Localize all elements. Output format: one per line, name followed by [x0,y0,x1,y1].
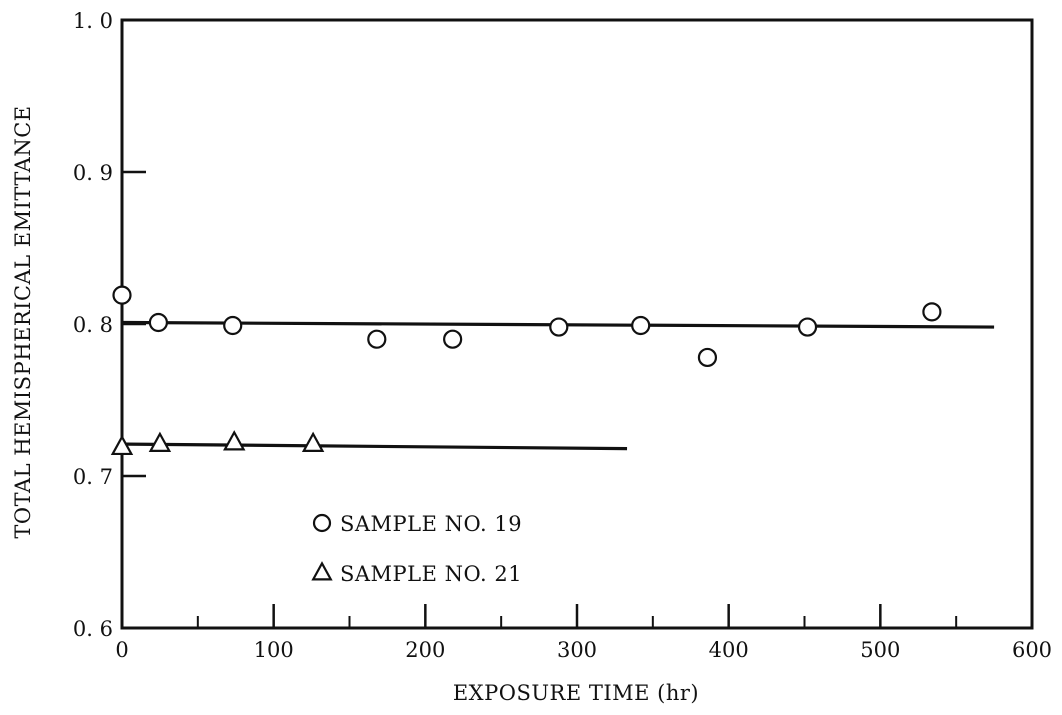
axis-ticks: 0 100 200 300 400 500 600 0. 6 0. 7 0. 8 0. 9 1. 0 [73,9,1052,662]
circle-point [797,317,818,337]
x-tick-label: 400 [709,638,749,662]
circle-point [697,347,718,368]
circle-point [549,317,569,337]
circle-point [112,285,132,305]
x-tick-label: 600 [1012,638,1052,662]
x-axis-title: EXPOSURE TIME (hr) [453,681,699,705]
legend-triangle-marker [311,561,333,581]
legend-circle-marker [312,513,332,533]
triangle-point [301,431,325,452]
triangle-point [148,431,172,452]
y-tick-label: 0. 8 [73,313,113,337]
y-tick-label: 0. 9 [73,161,113,185]
y-tick-label: 1. 0 [73,9,113,33]
circle-point [148,312,168,333]
circle-point [223,315,243,336]
circle-point [443,329,463,349]
circle-point [367,329,387,349]
circle-point [922,302,942,322]
legend: SAMPLE NO. 19 SAMPLE NO. 21 [311,512,522,586]
triangle-point [110,434,134,456]
x-tick-label: 500 [860,638,900,662]
legend-label: SAMPLE NO. 21 [340,562,522,586]
x-tick-label: 100 [254,638,294,662]
legend-label: SAMPLE NO. 19 [340,512,522,536]
y-tick-label: 0. 7 [73,465,113,489]
triangle-point [223,430,246,451]
x-tick-label: 300 [557,638,597,662]
x-tick-label: 200 [405,638,445,662]
circle-point [631,315,651,336]
fit-line [121,442,628,451]
y-axis-title: TOTAL HEMISPHERICAL EMITTANCE [11,105,35,538]
data-points [110,285,942,456]
x-tick-label: 0 [115,638,128,662]
y-tick-label: 0. 6 [73,617,113,641]
fit-lines [121,320,995,451]
